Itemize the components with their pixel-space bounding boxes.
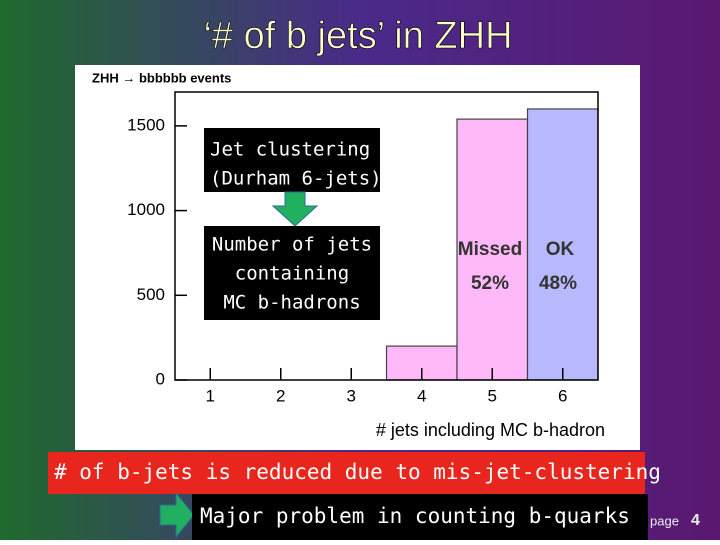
annotation: Missed [458, 239, 522, 260]
x-tick-label: 5 [488, 386, 497, 405]
banner [192, 494, 648, 540]
box-text: (Durham 6-jets) [210, 168, 382, 190]
banner [48, 452, 645, 494]
bar [526, 108, 599, 381]
y-tick-label: 0 [156, 369, 165, 388]
x-axis-label: # jets including MC b-hadron [376, 420, 605, 440]
page-label: page [650, 513, 679, 528]
box-text: Number of jets [212, 234, 372, 256]
y-tick-label: 500 [137, 285, 165, 304]
footer-line: Major problem in counting b-quarks [200, 504, 630, 528]
arrow [159, 491, 195, 539]
box-text: containing [235, 263, 349, 285]
arrow [271, 191, 319, 227]
box [204, 128, 380, 192]
annotation: OK [546, 239, 575, 260]
slide-title: ‘# of b jets’ in ZHH [203, 15, 512, 57]
annotation: 48% [539, 273, 577, 294]
bar [456, 118, 529, 381]
annotation: 52% [471, 273, 509, 294]
x-tick-label: 6 [558, 386, 567, 405]
page-number: 4 [691, 512, 700, 529]
x-tick-label: 3 [347, 386, 356, 405]
y-tick-label: 1000 [127, 200, 165, 219]
box [204, 226, 380, 320]
footer-line: # of b-jets is reduced due to mis-jet-cl… [54, 460, 661, 484]
box-text: MC b-hadrons [223, 292, 360, 314]
box-texts: Jet clustering (Durham 6-jets) Number of j… [210, 139, 382, 314]
chart-title: ZHH → bbbbbb events [92, 70, 231, 85]
x-tick-label: 4 [417, 386, 426, 405]
x-tick-label: 1 [206, 386, 215, 405]
x-tick-label: 2 [276, 386, 285, 405]
plot-frame [174, 91, 599, 381]
chart: ZHH → bbbbbb events 0 500 1000 1500 1 2 3 4 5 6 # j… [92, 70, 605, 439]
box-text: Jet clustering [210, 139, 370, 161]
y-tick-label: 1500 [127, 115, 165, 134]
